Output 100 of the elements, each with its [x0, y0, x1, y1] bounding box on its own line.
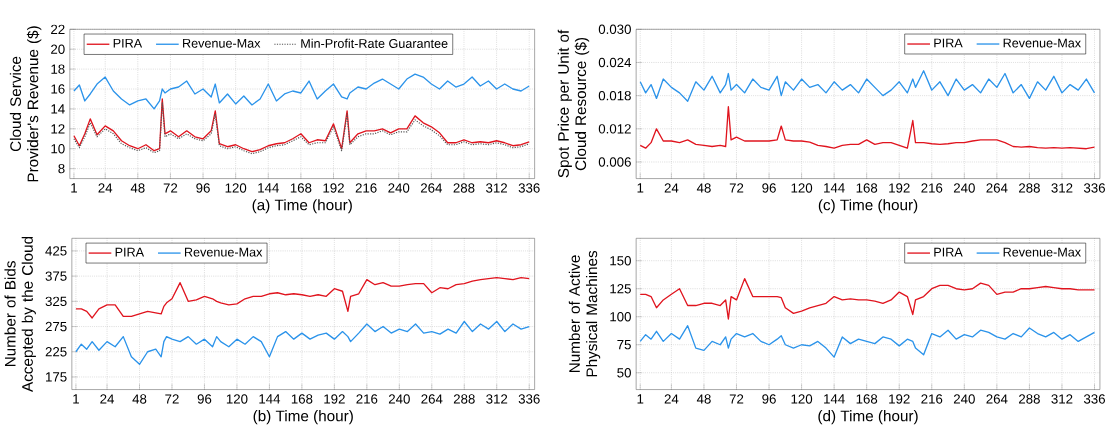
x-tick-label: 240: [953, 394, 975, 404]
x-tick-label: 120: [791, 183, 813, 193]
x-tick-label: 216: [921, 394, 943, 404]
x-tick-label: 240: [388, 183, 410, 193]
x-tick-label: 192: [889, 394, 910, 404]
x-axis-title: (d) Time (hour): [818, 409, 918, 425]
x-tick-label: 24: [664, 394, 679, 404]
x-tick-label: 1: [71, 183, 77, 193]
legend-label: PIRA: [115, 247, 145, 257]
y-axis-title: Cloud Service Provider's Revenue ($): [9, 26, 42, 182]
y-tick-label: 425: [45, 246, 67, 256]
y-tick-label: 325: [45, 296, 67, 306]
x-tick-label: 72: [165, 394, 179, 404]
y-tick-label: 0.018: [598, 90, 631, 101]
x-tick-label: 72: [729, 183, 744, 193]
y-axis-title: Number of Bids Accepted by the Cloud: [4, 236, 36, 392]
legend-label: Revenue-Max: [183, 38, 261, 48]
x-tick-label: 24: [98, 183, 113, 193]
x-tick-label: 240: [388, 394, 410, 404]
x-tick-label: 240: [953, 183, 975, 193]
x-tick-label: 264: [986, 394, 1008, 404]
x-tick-label: 96: [197, 394, 212, 404]
x-tick-label: 96: [196, 183, 210, 193]
y-tick-label: 150: [610, 255, 631, 266]
y-tick-label: 275: [45, 321, 67, 332]
y-tick-label: 0.006: [598, 157, 631, 167]
x-tick-label: 96: [762, 394, 776, 404]
x-tick-label: 120: [225, 183, 247, 193]
x-axis-title: (b) Time (hour): [253, 409, 353, 425]
y-tick-label: 50: [617, 367, 631, 378]
x-tick-label: 24: [664, 183, 679, 193]
x-tick-label: 24: [100, 394, 115, 404]
y-axis-title: Spot Price per Unit of Cloud Resource ($): [557, 29, 590, 178]
x-tick-label: 336: [518, 394, 540, 404]
x-tick-label: 168: [290, 183, 312, 193]
x-tick-label: 168: [291, 394, 313, 404]
x-tick-label: 288: [453, 183, 475, 193]
y-tick-label: 12: [51, 124, 65, 134]
y-tick-label: 20: [51, 44, 65, 54]
y-tick-label: 225: [45, 346, 67, 357]
y-tick-label: 22: [51, 24, 65, 34]
x-axis-title: (a) Time (hour): [252, 198, 352, 214]
x-tick-label: 312: [1051, 394, 1073, 404]
x-tick-label: 144: [259, 394, 281, 404]
y-tick-label: 75: [617, 339, 631, 350]
x-tick-label: 168: [856, 183, 878, 193]
x-tick-label: 264: [986, 183, 1008, 193]
legend-label: Revenue-Max: [1003, 247, 1081, 257]
x-tick-label: 216: [355, 183, 377, 193]
line-series: [639, 69, 1096, 102]
legend-label: Min-Profit-Rate Guarantee: [301, 38, 448, 48]
y-tick-label: 10: [51, 143, 65, 154]
legend-label: Revenue-Max: [1003, 38, 1081, 48]
x-tick-label: 288: [1019, 183, 1040, 193]
x-tick-label: 1: [73, 394, 79, 404]
x-tick-label: 336: [518, 183, 540, 193]
x-tick-label: 144: [258, 183, 279, 193]
x-tick-label: 312: [486, 183, 507, 193]
x-tick-label: 144: [824, 394, 845, 404]
y-tick-label: 175: [46, 372, 67, 382]
x-tick-label: 336: [1083, 183, 1105, 193]
legend-label: Revenue-Max: [184, 247, 263, 257]
x-tick-label: 72: [163, 183, 178, 193]
y-tick-label: 16: [51, 84, 65, 94]
y-tick-label: 0.030: [598, 24, 631, 34]
x-tick-label: 216: [921, 183, 943, 193]
x-tick-label: 1: [637, 183, 644, 193]
y-tick-label: 375: [45, 271, 67, 281]
y-tick-label: 0.012: [598, 123, 631, 134]
x-axis-title: (c) Time (hour): [818, 198, 918, 214]
x-tick-label: 48: [696, 183, 711, 193]
legend-label: PIRA: [113, 38, 143, 48]
x-tick-label: 192: [323, 183, 344, 193]
x-tick-label: 264: [420, 183, 443, 193]
y-axis-title: Number of Active Physical Machines: [568, 250, 601, 377]
x-tick-label: 216: [356, 394, 378, 404]
line-series: [73, 73, 530, 110]
x-tick-label: 48: [696, 394, 711, 404]
x-tick-label: 120: [226, 394, 248, 404]
x-tick-label: 288: [1019, 394, 1040, 404]
x-tick-label: 72: [729, 394, 744, 404]
x-tick-label: 168: [856, 394, 878, 404]
x-tick-label: 312: [486, 394, 508, 404]
x-tick-label: 264: [421, 394, 443, 404]
x-tick-label: 48: [132, 394, 147, 404]
x-tick-label: 96: [762, 183, 776, 193]
x-tick-label: 1: [637, 394, 644, 404]
legend-label: PIRA: [934, 38, 963, 48]
line-series: [75, 276, 530, 319]
x-tick-label: 192: [889, 183, 910, 193]
x-tick-label: 312: [1051, 183, 1073, 193]
y-tick-label: 18: [51, 64, 65, 74]
x-tick-label: 48: [130, 183, 145, 193]
line-series: [75, 320, 530, 365]
y-tick-label: 14: [51, 104, 65, 114]
y-tick-label: 8: [58, 163, 65, 174]
y-tick-label: 125: [610, 283, 631, 294]
y-tick-label: 0.024: [598, 57, 632, 67]
x-tick-label: 288: [453, 394, 475, 404]
legend-label: PIRA: [934, 247, 963, 257]
